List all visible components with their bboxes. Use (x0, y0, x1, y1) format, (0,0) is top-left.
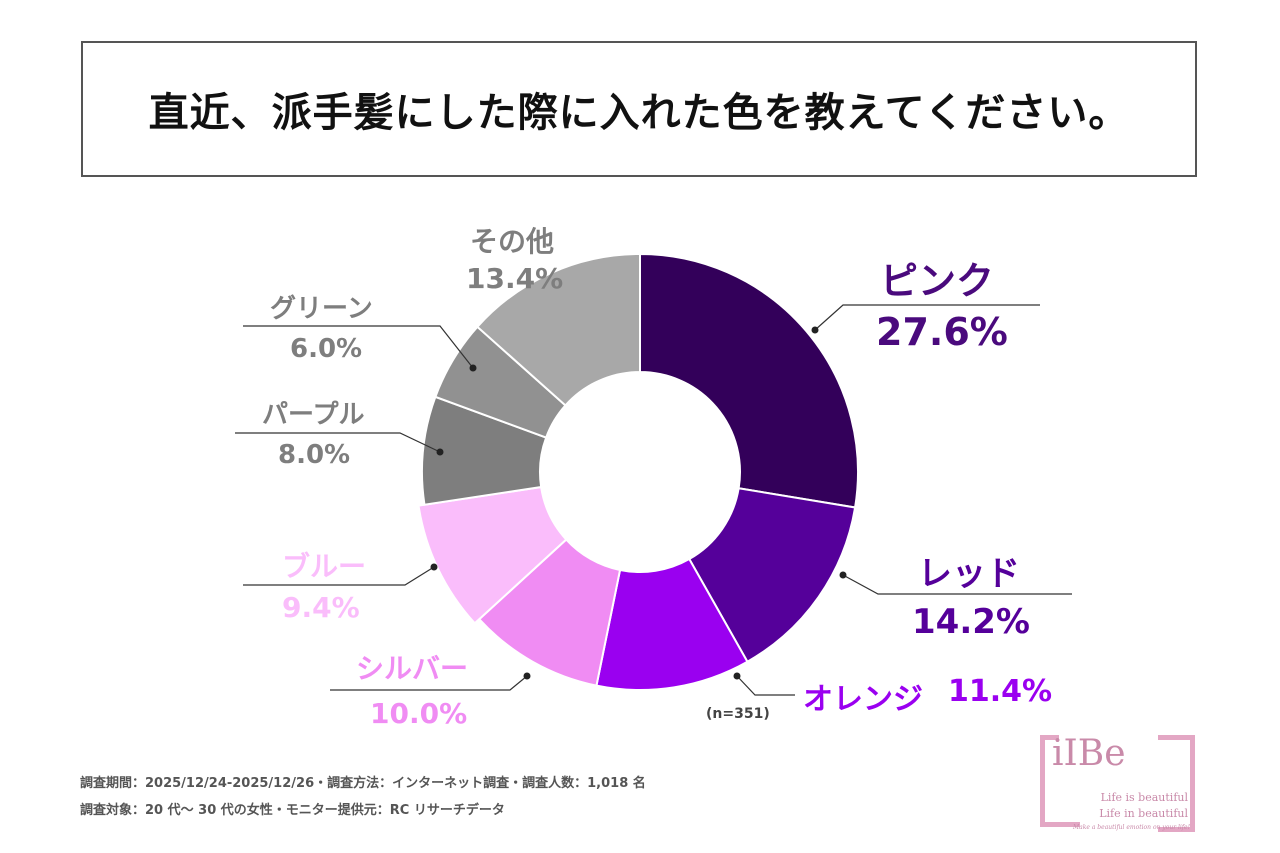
slice-0 (639, 252, 859, 509)
sample-size-label: (n=351) (706, 706, 770, 722)
chart-title: 直近、派手髪にした際に入れた色を教えてください。 (148, 90, 1130, 136)
logo-tagline-1: Life is beautiful (1100, 791, 1188, 804)
leader-line-5 (235, 432, 441, 453)
title-box: 直近、派手髪にした際に入れた色を教えてください。 (81, 41, 1197, 177)
leader-line-0 (814, 304, 1040, 331)
logo-frame-left (1040, 735, 1059, 827)
value-label-5: 8.0% (278, 440, 351, 470)
logo-frame-bottom (1040, 822, 1080, 827)
logo-tagline-2: Life in beautiful (1099, 807, 1188, 820)
leader-line-4 (243, 566, 435, 586)
leader-dot-0 (811, 326, 819, 334)
leader-dot-1 (839, 571, 847, 579)
logo-brand: iIBe (1052, 733, 1126, 774)
category-label-4: ブルー (282, 550, 367, 583)
value-label-0: 27.6% (876, 310, 1008, 354)
value-label-7: 13.4% (466, 262, 564, 295)
leader-line-1 (842, 574, 1072, 595)
leader-line-3 (330, 675, 528, 691)
slice-7 (475, 252, 641, 407)
value-label-1: 14.2% (912, 602, 1030, 642)
value-label-2: 11.4% (948, 674, 1053, 709)
category-label-5: パープル (262, 400, 365, 430)
category-label-7: その他 (470, 225, 555, 258)
footer-survey-target: 調査対象：20 代〜 30 代の女性・モニター提供元：RC リサーチデータ (80, 803, 505, 818)
leader-line-6 (243, 325, 474, 369)
category-label-0: ピンク (880, 259, 995, 303)
leader-dot-2 (733, 672, 741, 680)
category-label-6: グリーン (270, 294, 373, 324)
logo-frame-right (1158, 735, 1195, 832)
leader-dot-4 (430, 563, 438, 571)
value-label-3: 10.0% (370, 697, 468, 730)
leader-dot-6 (469, 364, 477, 372)
leader-dot-5 (436, 448, 444, 456)
slice-1 (687, 487, 857, 664)
category-label-1: レッド (918, 554, 1020, 594)
iibe-logo: iIBe Life is beautiful Life in beautiful… (1040, 733, 1200, 832)
category-label-2: オレンジ (803, 682, 923, 717)
footer-survey-info: 調査期間：2025/12/24-2025/12/26・調査方法：インターネット調… (80, 776, 646, 791)
value-label-4: 9.4% (282, 591, 360, 624)
value-label-6: 6.0% (290, 334, 363, 364)
slice-4 (417, 485, 568, 625)
category-label-3: シルバー (356, 652, 469, 685)
leader-dot-3 (523, 672, 531, 680)
leader-line-2 (736, 675, 795, 696)
logo-tagline-3: Make a beautiful emotion on your life! (1073, 824, 1190, 831)
